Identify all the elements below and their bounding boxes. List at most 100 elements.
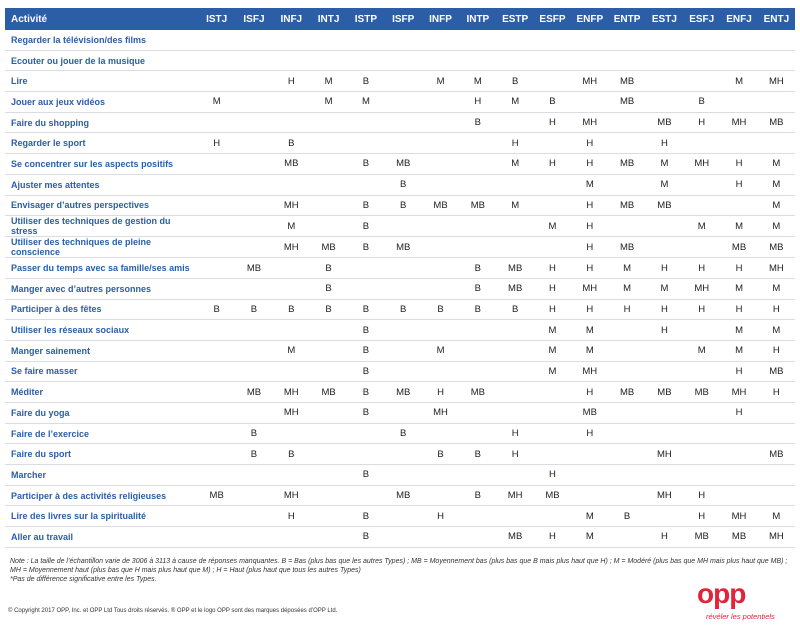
level-cell: H (683, 299, 721, 321)
level-cell (533, 381, 572, 403)
level-cell (608, 526, 646, 548)
level-cell: MH (683, 153, 721, 175)
level-cell (683, 402, 721, 424)
level-cell: H (496, 443, 534, 466)
level-cell (683, 30, 721, 51)
level-cell (347, 485, 385, 507)
level-cell: M (720, 70, 758, 93)
level-cell (198, 381, 236, 403)
level-cell (571, 30, 609, 51)
level-cell (235, 132, 273, 155)
level-cell (645, 215, 684, 238)
level-cell: H (683, 485, 721, 507)
level-cell: H (645, 319, 684, 341)
level-cell: B (347, 526, 385, 548)
level-cell (571, 464, 609, 486)
level-cell: MB (683, 381, 721, 403)
level-cell: H (459, 91, 497, 113)
level-cell (235, 30, 273, 51)
level-cell: B (347, 236, 385, 259)
activity-label: Passer du temps avec sa famille/ses amis (5, 257, 198, 279)
level-cell: H (421, 381, 460, 403)
level-cell (384, 70, 422, 93)
level-cell: MH (757, 70, 795, 93)
level-cell (533, 70, 572, 93)
header-cell: ESTJ (645, 8, 684, 30)
copyright: © Copyright 2017 OPP, Inc. et OPP Ltd To… (8, 608, 338, 614)
level-cell (757, 91, 795, 113)
level-cell: MB (235, 257, 273, 279)
level-cell (720, 30, 758, 51)
level-cell (347, 257, 385, 279)
level-cell (272, 112, 310, 134)
level-cell: MH (720, 381, 758, 403)
level-cell: B (347, 505, 385, 528)
activity-label: Participer à des fêtes (5, 299, 198, 321)
level-cell (309, 340, 348, 362)
table-row: Marcher B H (5, 464, 795, 486)
level-cell (198, 443, 236, 466)
table-body: Regarder la télévision/des films Ecouter … (5, 30, 795, 548)
level-cell: H (533, 464, 572, 486)
level-cell (309, 361, 348, 383)
activity-label: Faire du yoga (5, 402, 198, 424)
level-cell (235, 91, 273, 113)
level-cell: B (384, 195, 422, 217)
activity-label: Utiliser les réseaux sociaux (5, 319, 198, 341)
level-cell (198, 423, 236, 445)
activity-label: Manger sainement (5, 340, 198, 362)
level-cell: MH (683, 278, 721, 300)
level-cell (459, 319, 497, 341)
level-cell (272, 464, 310, 486)
level-cell (272, 30, 310, 51)
level-cell (571, 50, 609, 72)
level-cell: MH (720, 505, 758, 528)
level-cell: H (496, 132, 534, 155)
level-cell (347, 50, 385, 72)
level-cell (421, 153, 460, 175)
level-cell (571, 91, 609, 113)
level-cell: MB (645, 195, 684, 217)
level-cell (459, 340, 497, 362)
level-cell (459, 423, 497, 445)
table-row: Manger avec d’autres personnes B B MB H MH M M M… (5, 278, 795, 300)
level-cell (757, 132, 795, 155)
level-cell: B (272, 443, 310, 466)
level-cell (421, 215, 460, 238)
level-cell: B (347, 70, 385, 93)
level-cell (384, 505, 422, 528)
level-cell: B (347, 319, 385, 341)
level-cell (608, 50, 646, 72)
level-cell: H (720, 257, 758, 279)
level-cell: MH (720, 112, 758, 134)
level-cell (384, 257, 422, 279)
level-cell (421, 132, 460, 155)
level-cell: MB (645, 381, 684, 403)
level-cell (421, 526, 460, 548)
header-cell: Activité (5, 8, 198, 30)
level-cell: H (645, 526, 684, 548)
level-cell: B (608, 505, 646, 528)
activity-table: Activité ISTJ ISFJ INFJ INTJ ISTP ISFP INFP INTP… (5, 8, 795, 548)
level-cell: B (347, 195, 385, 217)
level-cell: M (571, 319, 609, 341)
activity-label: Utiliser des techniques de pleine consci… (5, 236, 198, 259)
activity-label: Se concentrer sur les aspects positifs (5, 153, 198, 175)
level-cell (198, 50, 236, 72)
level-cell: MH (571, 112, 609, 134)
activity-label: Envisager d’autres perspectives (5, 195, 198, 217)
level-cell (645, 50, 684, 72)
level-cell: MB (608, 381, 646, 403)
level-cell: M (645, 174, 684, 196)
header-cell: INTJ (309, 8, 348, 30)
level-cell: M (757, 278, 795, 300)
level-cell: MB (608, 153, 646, 175)
level-cell: MH (757, 257, 795, 279)
level-cell (459, 236, 497, 259)
table-row: Utiliser des techniques de pleine consci… (5, 236, 795, 259)
activity-label: Participer à des activités religieuses (5, 485, 198, 507)
level-cell: MB (384, 236, 422, 259)
level-cell: M (757, 505, 795, 528)
level-cell: H (533, 526, 572, 548)
